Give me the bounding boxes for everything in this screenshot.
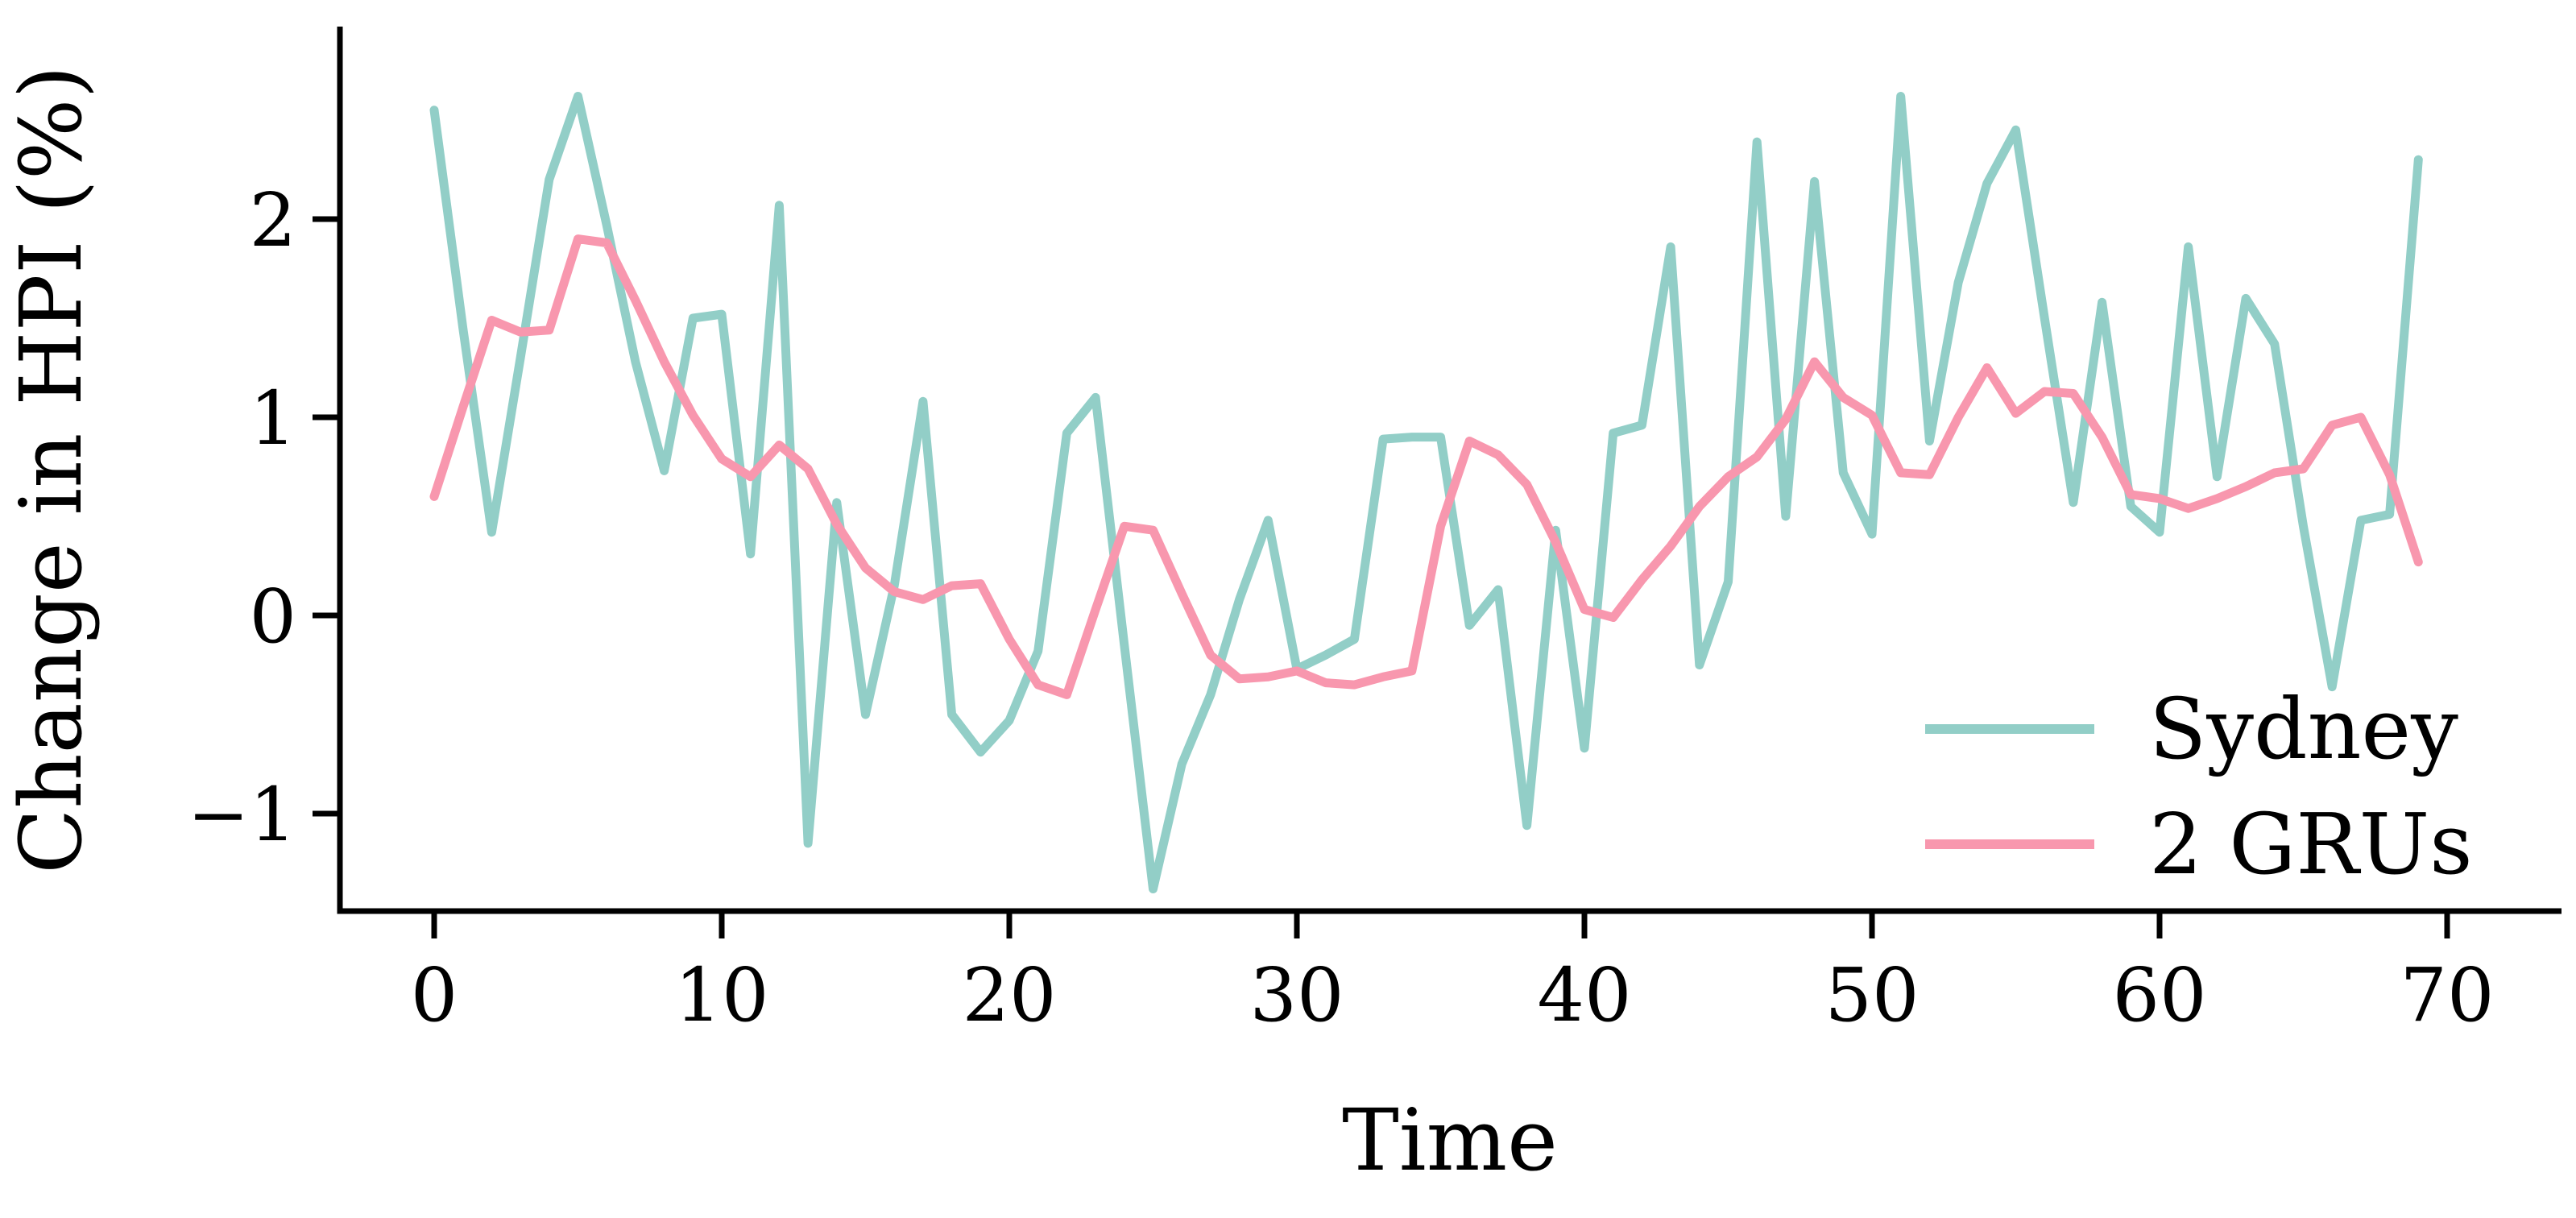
legend: Sydney 2 GRUs (1925, 680, 2473, 893)
2-grus-line (429, 234, 2423, 699)
x-tick-label: 30 (1249, 952, 1344, 1038)
sydney-line (429, 92, 2423, 893)
axes-spines (337, 27, 2562, 914)
x-tick-label: 20 (962, 952, 1056, 1038)
x-tick-label: 70 (2400, 952, 2494, 1038)
y-axis-label: Change in HPI (%) (2, 65, 101, 874)
x-tick-label: 50 (1824, 952, 1919, 1038)
y-tick-label: 2 (249, 177, 296, 263)
axes-ticks (313, 216, 2450, 938)
y-tick-label: 0 (249, 574, 296, 660)
x-tick-label: 0 (411, 952, 458, 1038)
x-tick-label: 60 (2112, 952, 2206, 1038)
x-tick-label: 40 (1537, 952, 1631, 1038)
legend-label-2-grus: 2 GRUs (2149, 795, 2473, 893)
x-axis-label: Time (1342, 1091, 1558, 1190)
x-tick-label: 10 (674, 952, 768, 1038)
legend-label-sydney: Sydney (2149, 680, 2458, 778)
y-tick-label: −1 (187, 772, 296, 858)
y-tick-label: 1 (249, 375, 296, 462)
series-lines (429, 92, 2423, 893)
axes-tick-labels: 0 10 20 30 40 50 60 70 −1 0 1 2 (187, 177, 2494, 1038)
